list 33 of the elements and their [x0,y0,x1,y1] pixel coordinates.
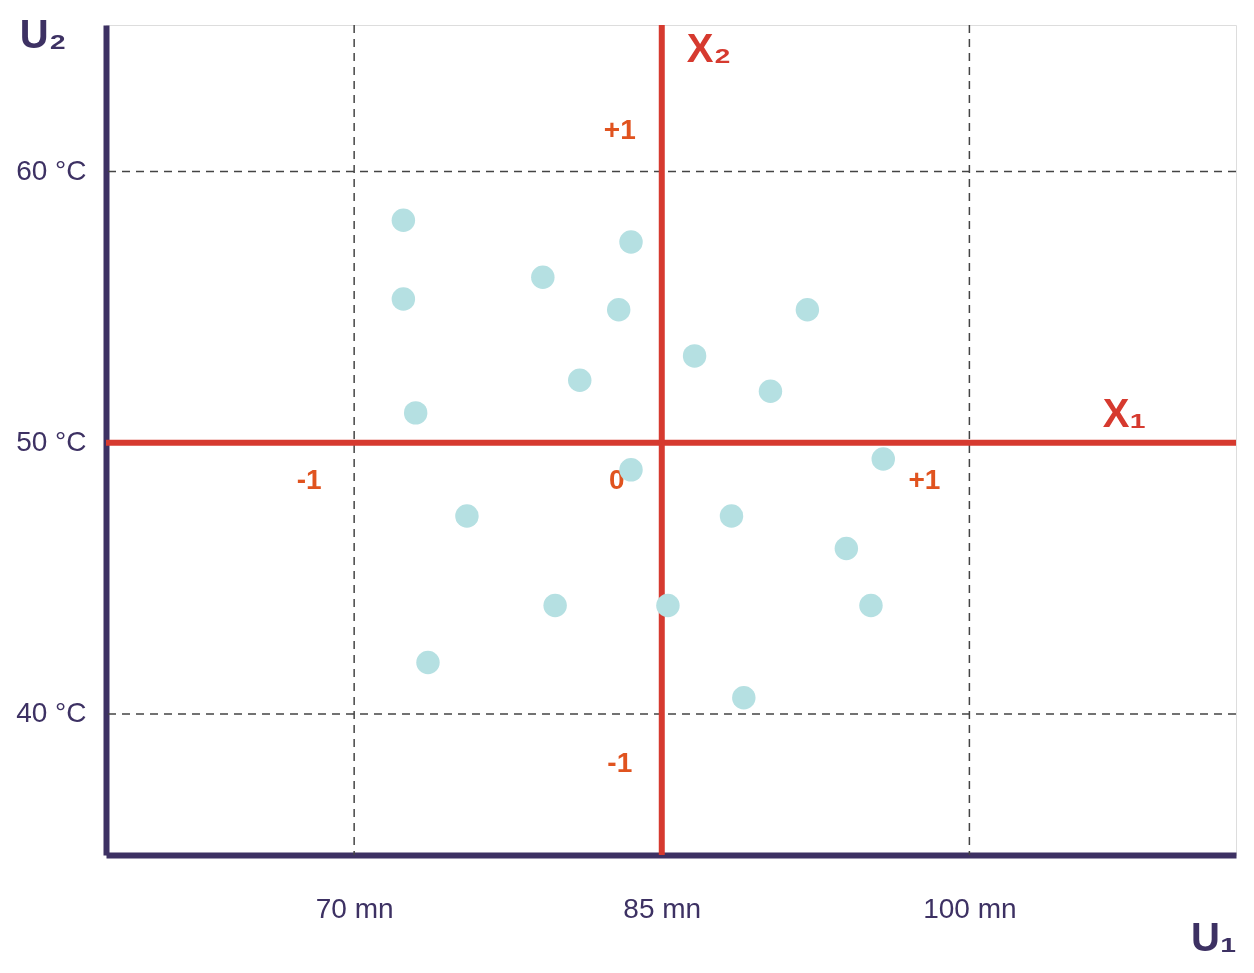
ref-line-label: X₂ [686,26,732,70]
point [531,265,555,289]
point [416,650,440,675]
x-tick-label: 85 mn [623,892,702,924]
y-tick-label: 40 °C [16,697,87,729]
y-tick-label: 50 °C [16,426,87,458]
x-axis-title: U₁ [1191,914,1237,959]
point [871,447,895,471]
point [543,593,567,618]
point [834,536,859,561]
point [732,685,756,710]
point [859,593,883,618]
point [719,504,744,528]
point [795,298,820,322]
point [568,368,592,393]
point [391,287,416,311]
point [682,344,707,368]
annotation: +1 [603,114,636,146]
point [619,230,643,254]
point [758,379,783,403]
y-axis-title: U₂ [19,11,67,56]
y-tick-label: 60 °C [16,154,87,186]
point [403,401,428,425]
ref-line-label: X₁ [1102,390,1146,435]
annotation: +1 [908,463,941,495]
point [455,504,479,528]
x-tick-label: 100 mn [923,892,1017,924]
point [656,593,680,618]
annotation: -1 [296,463,322,495]
point [391,208,416,232]
annotation: -1 [607,746,633,778]
point [606,298,631,322]
x-tick-label: 70 mn [315,892,394,924]
